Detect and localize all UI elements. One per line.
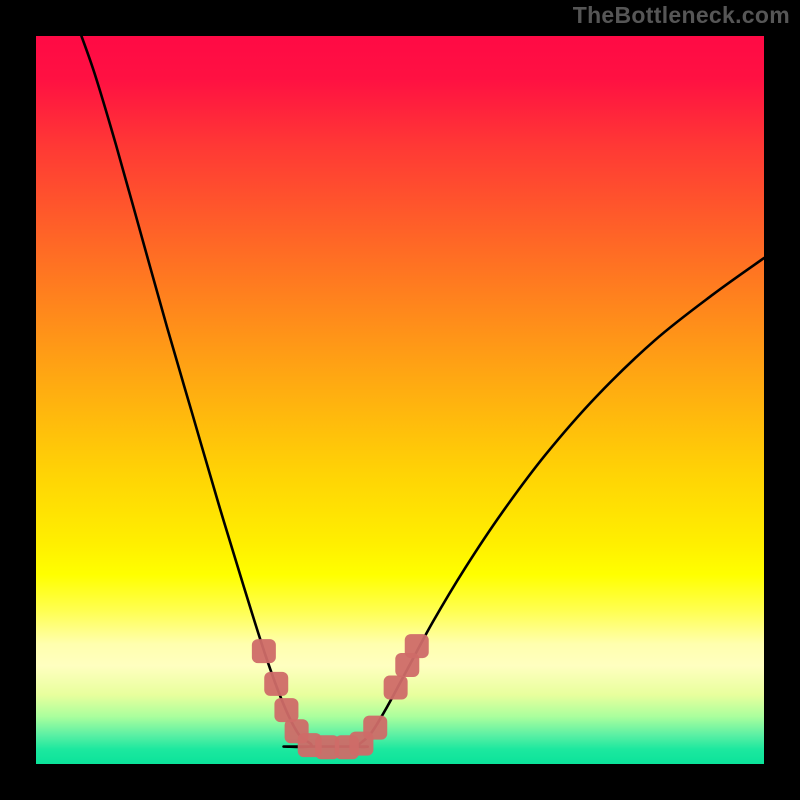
marker-point [274, 698, 298, 722]
chart-stage: TheBottleneck.com [0, 0, 800, 800]
marker-point [363, 716, 387, 740]
marker-point [252, 639, 276, 663]
marker-point [384, 676, 408, 700]
chart-svg [0, 0, 800, 800]
marker-point [264, 672, 288, 696]
marker-point [405, 634, 429, 658]
watermark-text: TheBottleneck.com [573, 2, 790, 29]
